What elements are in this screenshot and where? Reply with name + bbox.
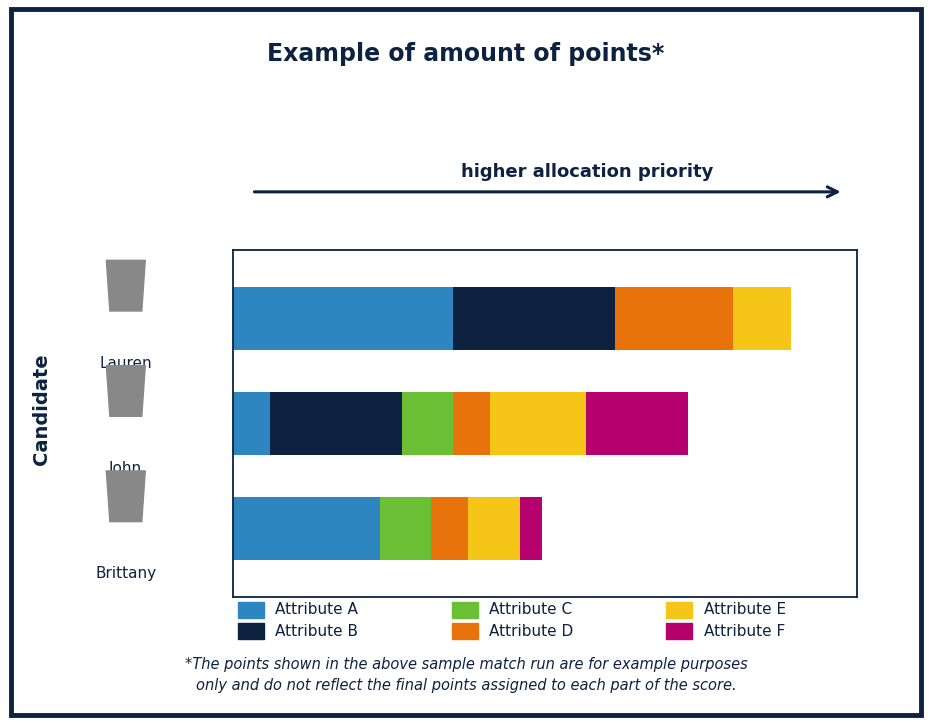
Bar [585,392,689,455]
Bar [233,392,269,455]
Text: Candidate: Candidate [33,353,51,465]
Text: John: John [109,461,143,476]
Text: Attribute D: Attribute D [489,624,573,639]
Text: Attribute F: Attribute F [704,624,785,639]
Bar [615,287,733,350]
Bar [380,497,432,560]
Text: *The points shown in the above sample match run are for example purposes
only an: *The points shown in the above sample ma… [185,657,747,693]
Bar [453,287,615,350]
Text: Attribute C: Attribute C [489,602,572,617]
Bar [233,497,380,560]
Bar [402,392,453,455]
Text: Attribute E: Attribute E [704,602,786,617]
Bar [733,287,791,350]
Bar [432,497,468,560]
Text: Lauren: Lauren [100,356,152,371]
Bar [519,497,541,560]
Bar [233,287,453,350]
Text: Brittany: Brittany [95,566,157,581]
Bar [269,392,402,455]
Text: higher allocation priority: higher allocation priority [461,163,713,180]
Bar [453,392,490,455]
Bar [468,497,519,560]
Text: Attribute A: Attribute A [275,602,358,617]
Text: Attribute B: Attribute B [275,624,358,639]
Bar [490,392,585,455]
Text: Example of amount of points*: Example of amount of points* [267,42,665,67]
